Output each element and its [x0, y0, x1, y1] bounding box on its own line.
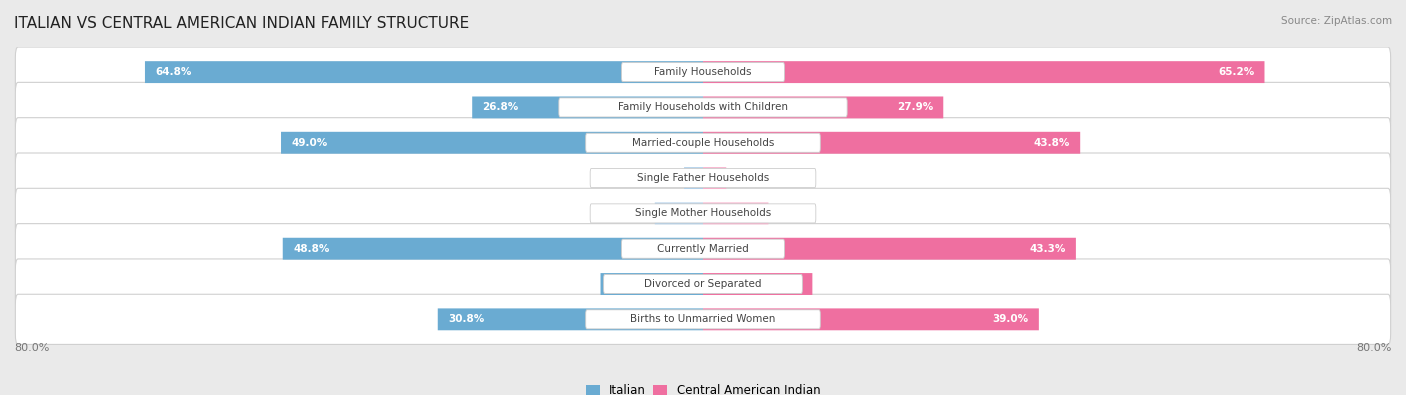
FancyBboxPatch shape [703, 308, 1039, 330]
Text: Divorced or Separated: Divorced or Separated [644, 279, 762, 289]
Text: Family Households with Children: Family Households with Children [619, 102, 787, 113]
Text: 2.2%: 2.2% [651, 173, 678, 183]
FancyBboxPatch shape [558, 98, 848, 117]
Text: 80.0%: 80.0% [14, 342, 49, 353]
FancyBboxPatch shape [145, 61, 703, 83]
Text: 64.8%: 64.8% [155, 67, 191, 77]
Text: 5.6%: 5.6% [621, 209, 648, 218]
FancyBboxPatch shape [703, 132, 1080, 154]
Text: 30.8%: 30.8% [449, 314, 484, 324]
Text: 27.9%: 27.9% [897, 102, 934, 113]
Text: ITALIAN VS CENTRAL AMERICAN INDIAN FAMILY STRUCTURE: ITALIAN VS CENTRAL AMERICAN INDIAN FAMIL… [14, 16, 470, 31]
Text: 11.9%: 11.9% [610, 279, 647, 289]
FancyBboxPatch shape [281, 132, 703, 154]
Text: 43.8%: 43.8% [1033, 138, 1070, 148]
FancyBboxPatch shape [703, 238, 1076, 260]
FancyBboxPatch shape [437, 308, 703, 330]
FancyBboxPatch shape [15, 83, 1391, 132]
FancyBboxPatch shape [15, 153, 1391, 203]
FancyBboxPatch shape [15, 188, 1391, 239]
Text: Family Households: Family Households [654, 67, 752, 77]
Text: 80.0%: 80.0% [1357, 342, 1392, 353]
FancyBboxPatch shape [621, 239, 785, 258]
FancyBboxPatch shape [586, 133, 820, 152]
Text: Single Mother Households: Single Mother Households [636, 209, 770, 218]
FancyBboxPatch shape [15, 294, 1391, 344]
Text: 12.7%: 12.7% [766, 279, 801, 289]
FancyBboxPatch shape [703, 273, 813, 295]
Text: 7.6%: 7.6% [775, 209, 801, 218]
Text: Single Father Households: Single Father Households [637, 173, 769, 183]
FancyBboxPatch shape [591, 204, 815, 223]
FancyBboxPatch shape [586, 310, 820, 329]
FancyBboxPatch shape [621, 62, 785, 82]
Text: 48.8%: 48.8% [292, 244, 329, 254]
Legend: Italian, Central American Indian: Italian, Central American Indian [581, 379, 825, 395]
FancyBboxPatch shape [15, 259, 1391, 309]
Text: 65.2%: 65.2% [1218, 67, 1254, 77]
FancyBboxPatch shape [655, 203, 703, 224]
FancyBboxPatch shape [703, 167, 727, 189]
Text: 39.0%: 39.0% [993, 314, 1029, 324]
FancyBboxPatch shape [685, 167, 703, 189]
FancyBboxPatch shape [15, 118, 1391, 168]
FancyBboxPatch shape [591, 169, 815, 188]
FancyBboxPatch shape [703, 96, 943, 118]
Text: 49.0%: 49.0% [291, 138, 328, 148]
FancyBboxPatch shape [600, 273, 703, 295]
Text: Married-couple Households: Married-couple Households [631, 138, 775, 148]
FancyBboxPatch shape [703, 203, 769, 224]
Text: 2.7%: 2.7% [733, 173, 759, 183]
FancyBboxPatch shape [472, 96, 703, 118]
FancyBboxPatch shape [15, 47, 1391, 97]
FancyBboxPatch shape [283, 238, 703, 260]
FancyBboxPatch shape [15, 224, 1391, 274]
Text: Births to Unmarried Women: Births to Unmarried Women [630, 314, 776, 324]
Text: 26.8%: 26.8% [482, 102, 519, 113]
FancyBboxPatch shape [703, 61, 1264, 83]
Text: Source: ZipAtlas.com: Source: ZipAtlas.com [1281, 16, 1392, 26]
Text: 43.3%: 43.3% [1029, 244, 1066, 254]
FancyBboxPatch shape [603, 275, 803, 293]
Text: Currently Married: Currently Married [657, 244, 749, 254]
